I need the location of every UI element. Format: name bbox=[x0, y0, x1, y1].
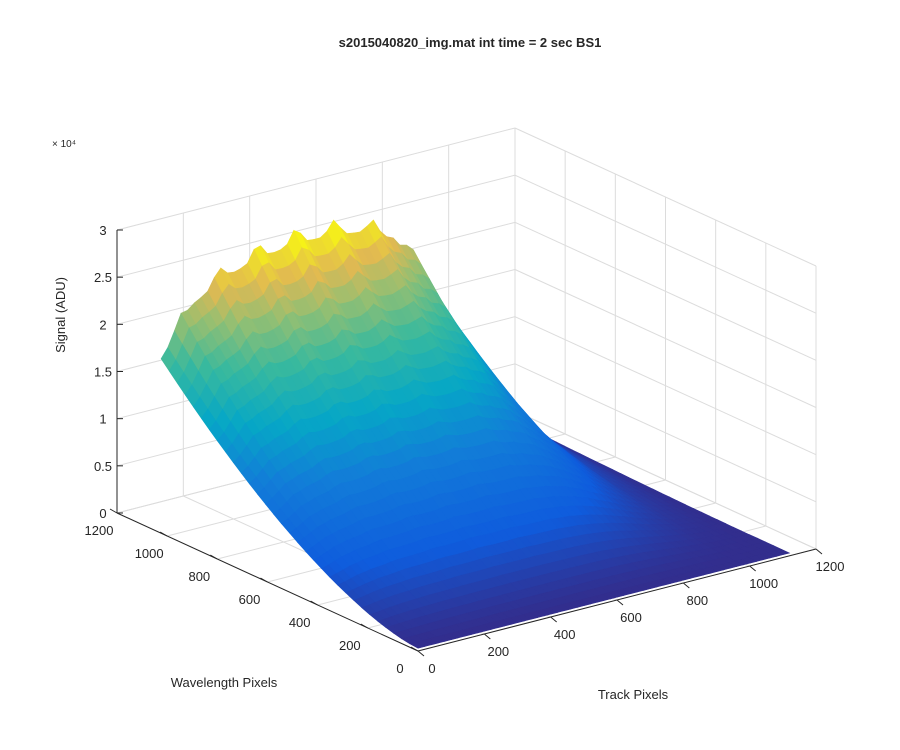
y-tick bbox=[260, 577, 268, 583]
z-tick-label: 3 bbox=[99, 223, 106, 238]
y-tick-label: 800 bbox=[188, 569, 210, 584]
y-tick-label: 1200 bbox=[85, 523, 114, 538]
x-tick-label: 0 bbox=[428, 661, 435, 676]
grid-line-z-left bbox=[116, 174, 516, 278]
z-tick-label: 2 bbox=[99, 317, 106, 332]
y-tick-label: 600 bbox=[239, 592, 261, 607]
y-tick bbox=[360, 623, 369, 629]
grid-line-z-right bbox=[514, 363, 817, 503]
y-tick-label: 200 bbox=[339, 638, 361, 653]
y-tick-label: 400 bbox=[289, 615, 311, 630]
x-tick bbox=[417, 650, 425, 657]
x-tick-label: 200 bbox=[487, 644, 509, 659]
y-tick bbox=[159, 531, 168, 537]
surface-patch bbox=[409, 641, 426, 649]
x-tick bbox=[616, 599, 624, 606]
grid-line-z-right bbox=[514, 174, 817, 314]
z-tick-label: 1 bbox=[99, 412, 106, 427]
grid-line-z-right bbox=[514, 316, 817, 456]
grid-line-z-right bbox=[514, 410, 817, 550]
z-scale-exponent: × 10⁴ bbox=[52, 139, 76, 150]
x-tick bbox=[815, 548, 823, 555]
z-axis-label: Signal (ADU) bbox=[53, 277, 68, 353]
y-tick-label: 1000 bbox=[135, 546, 164, 561]
x-tick bbox=[683, 582, 690, 589]
grid-line-z-right bbox=[514, 269, 817, 408]
y-axis-label: Wavelength Pixels bbox=[171, 675, 278, 690]
x-tick bbox=[484, 633, 491, 640]
surface-mesh bbox=[160, 219, 791, 649]
y-tick-label: 0 bbox=[396, 661, 403, 676]
grid-line-z-left bbox=[116, 127, 516, 231]
z-tick-label: 0.5 bbox=[94, 459, 112, 474]
x-tick-label: 400 bbox=[554, 627, 576, 642]
grid-line-z-right bbox=[514, 127, 817, 267]
y-tick bbox=[310, 600, 318, 606]
chart-title: s2015040820_img.mat int time = 2 sec BS1 bbox=[339, 35, 602, 50]
x-tick-label: 800 bbox=[686, 593, 708, 608]
y-tick bbox=[109, 508, 118, 514]
z-tick-label: 0 bbox=[99, 506, 106, 521]
y-tick bbox=[410, 646, 419, 652]
x-tick-label: 600 bbox=[620, 610, 642, 625]
x-tick bbox=[550, 616, 557, 623]
tick-labels: 0200400600800100012000200400600800100012… bbox=[85, 223, 845, 676]
x-axis-label: Track Pixels bbox=[598, 687, 669, 702]
x-tick bbox=[749, 565, 756, 572]
x-tick-label: 1200 bbox=[816, 559, 845, 574]
z-tick-label: 2.5 bbox=[94, 270, 112, 285]
z-tick-label: 1.5 bbox=[94, 365, 112, 380]
y-tick bbox=[210, 554, 218, 560]
grid-line-z-right bbox=[514, 221, 817, 361]
x-tick-label: 1000 bbox=[749, 576, 778, 591]
